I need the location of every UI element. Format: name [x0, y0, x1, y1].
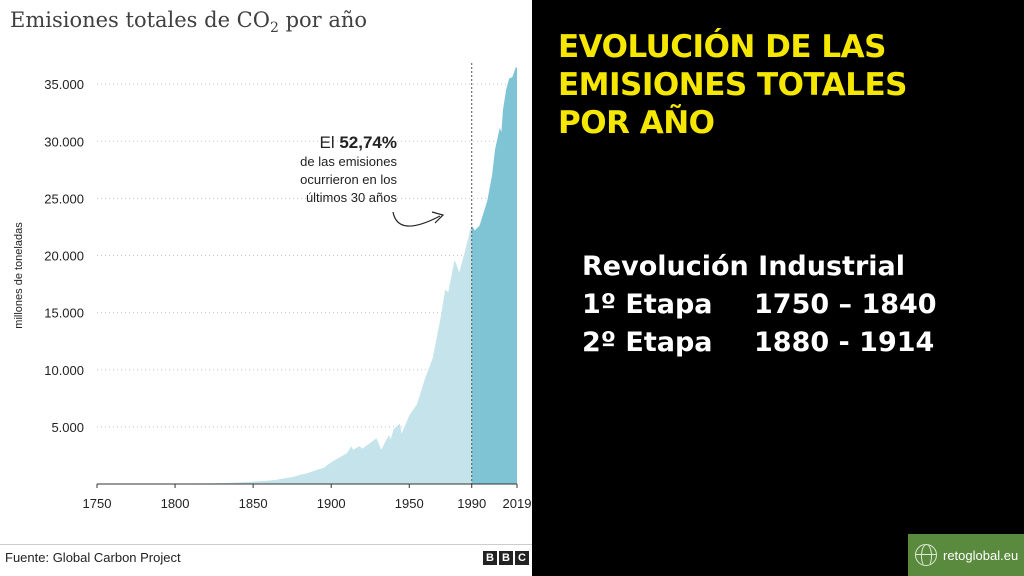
retoglobal-badge[interactable]: retoglobal.eu: [908, 534, 1024, 576]
y-tick-label: 30.000: [44, 134, 84, 149]
annotation-value: 52,74%: [339, 133, 397, 152]
y-tick-label: 20.000: [44, 249, 84, 264]
y-tick-label: 35.000: [44, 77, 84, 92]
annotation-line-4: últimos 30 años: [306, 190, 398, 205]
headline-line-2: EMISIONES TOTALES: [558, 67, 908, 103]
industrial-revolution-title: Revolución Industrial: [582, 251, 905, 282]
annotation-line-2: de las emisiones: [300, 154, 397, 169]
x-tick-label: 1800: [161, 496, 190, 511]
x-tick-label: 1850: [239, 496, 268, 511]
bbc-logo-letter-1: B: [483, 551, 497, 565]
text-panel: [532, 0, 1024, 576]
retoglobal-badge-text: retoglobal.eu: [943, 547, 1019, 563]
chart-title-end: por año: [278, 8, 368, 32]
headline-line-3: POR AÑO: [558, 105, 715, 141]
slide-headline: EVOLUCIÓN DE LAS EMISIONES TOTALES POR A…: [558, 28, 978, 142]
industrial-revolution-block: Revolución Industrial 1º Etapa 1750 – 18…: [582, 248, 937, 362]
stage-period-1: 1750 – 1840: [754, 289, 937, 320]
stage-row-1: 1º Etapa 1750 – 1840: [582, 286, 937, 324]
globe-icon: [915, 544, 937, 566]
area-series-before-1990: [97, 225, 472, 485]
source-divider: [0, 544, 532, 545]
x-tick-label: 1990: [457, 496, 486, 511]
chart-panel: Emisiones totales de CO2 por año 5.000 10…: [0, 0, 532, 576]
chart-title-subscript: 2: [269, 20, 279, 37]
bbc-logo-letter-3: C: [515, 551, 529, 565]
annotation-prefix: El: [319, 133, 339, 152]
chart-title-main: Emisiones totales de CO: [10, 8, 270, 32]
bbc-logo: B B C: [483, 551, 529, 565]
area-series-last-30-years: [471, 67, 517, 484]
annotation-line-3: ocurrieron en los: [300, 172, 397, 187]
x-tick-label: 1900: [317, 496, 346, 511]
y-tick-label: 5.000: [51, 420, 84, 435]
emissions-area-chart: 5.000 10.000 15.000 20.000 25.000 30.000 35.00…: [13, 63, 532, 511]
y-axis-label: millones de toneladas: [13, 222, 25, 329]
stage-row-2: 2º Etapa 1880 - 1914: [582, 324, 937, 362]
bbc-logo-letter-2: B: [499, 551, 513, 565]
x-tick-label: 1950: [395, 496, 424, 511]
chart-source: Fuente: Global Carbon Project: [5, 550, 181, 565]
stage-label-1: 1º Etapa: [582, 289, 713, 320]
annotation-arrowhead: [431, 211, 445, 224]
headline-line-1: EVOLUCIÓN DE LAS: [558, 29, 886, 65]
x-tick-label: 2019: [503, 496, 532, 511]
y-tick-label: 15.000: [44, 306, 84, 321]
annotation-headline: El 52,74%: [319, 133, 397, 152]
chart-title: Emisiones totales de CO2 por año: [10, 8, 367, 36]
annotation-arrow: [392, 211, 441, 227]
y-tick-label: 25.000: [44, 191, 84, 206]
stage-label-2: 2º Etapa: [582, 327, 713, 358]
y-tick-label: 10.000: [44, 363, 84, 378]
stage-period-2: 1880 - 1914: [754, 327, 935, 358]
x-tick-label: 1750: [83, 496, 112, 511]
